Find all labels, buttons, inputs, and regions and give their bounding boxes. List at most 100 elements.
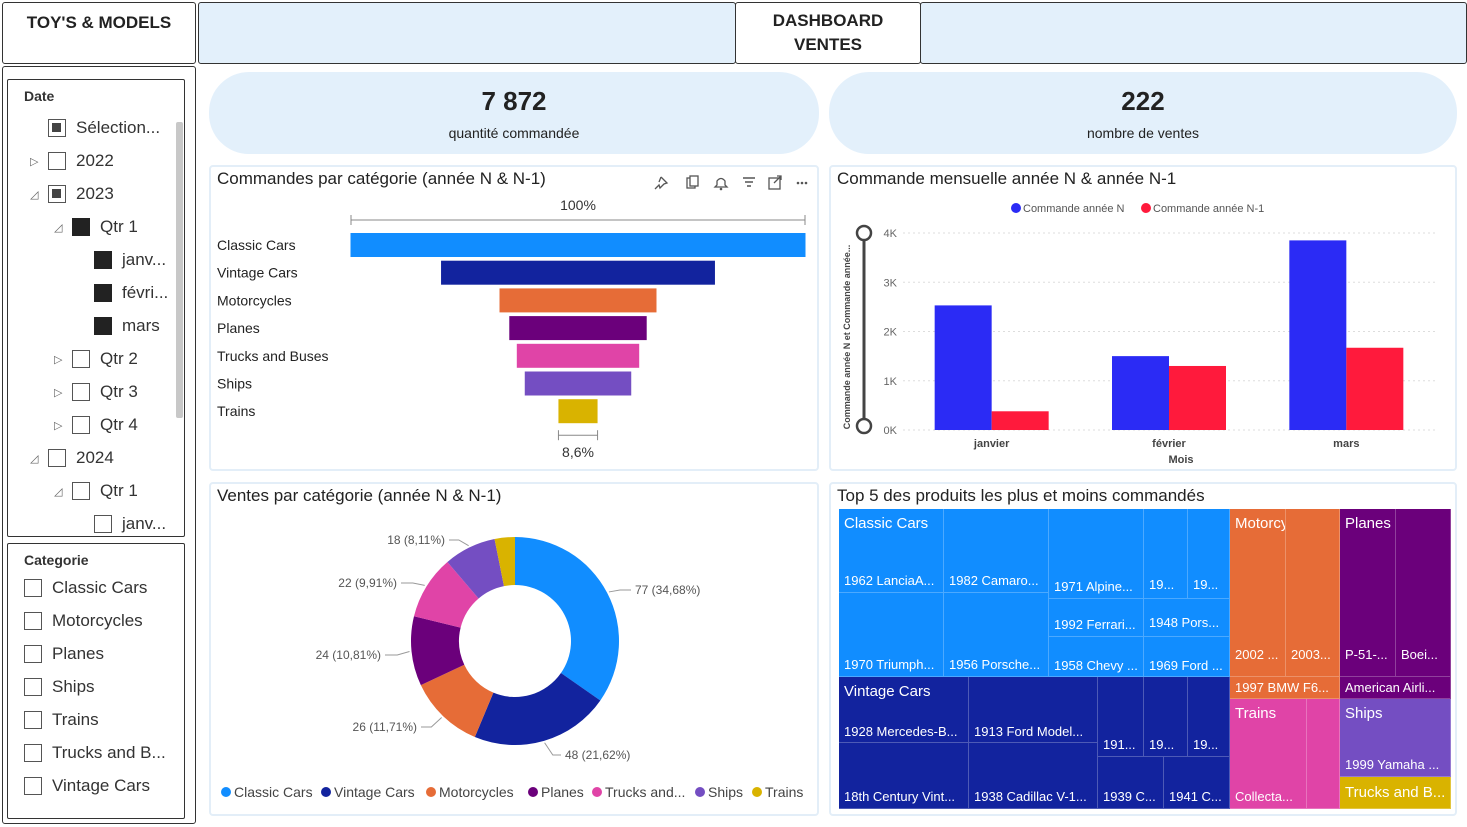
funnel-bar[interactable]: [499, 288, 657, 313]
expand-toggle-icon[interactable]: ▷: [54, 387, 63, 399]
monthly-bar[interactable]: [991, 411, 1049, 430]
donut-slice[interactable]: [420, 664, 494, 737]
date-slicer-item[interactable]: Qtr 1: [72, 217, 138, 237]
date-slicer-item[interactable]: janv...: [94, 250, 166, 270]
treemap-cell[interactable]: 18th Century Vint...: [839, 743, 969, 809]
treemap-cell[interactable]: Motorcycles 2002 ...: [1230, 509, 1286, 677]
expand-toggle-icon[interactable]: ◿: [30, 189, 39, 201]
checkbox[interactable]: [48, 152, 66, 170]
treemap-cell[interactable]: Planes P-51-...: [1340, 509, 1396, 677]
treemap-cell[interactable]: 1941 C...: [1164, 757, 1230, 809]
legend-label[interactable]: Trains: [765, 784, 803, 800]
expand-toggle-icon[interactable]: ▷: [54, 354, 63, 366]
monthly-chart[interactable]: Commande année N Commande année N-1 0K 1K 2K…: [831, 167, 1455, 469]
treemap-cell[interactable]: 1971 Alpine...: [1049, 509, 1144, 599]
treemap-cell[interactable]: 19...: [1188, 509, 1230, 599]
checkbox[interactable]: [94, 317, 112, 335]
treemap-cell[interactable]: 1982 Camaro...: [944, 509, 1049, 593]
treemap-cell[interactable]: Boei...: [1396, 509, 1451, 677]
category-slicer-item[interactable]: Classic Cars: [24, 578, 147, 598]
monthly-bar[interactable]: [1169, 365, 1226, 430]
treemap-cell[interactable]: [1307, 699, 1340, 809]
date-slicer-scrollbar[interactable]: [176, 122, 183, 418]
funnel-bar[interactable]: [516, 343, 640, 368]
category-slicer-item[interactable]: Trucks and B...: [24, 743, 166, 763]
expand-toggle-icon[interactable]: ◿: [54, 222, 63, 234]
donut-panel[interactable]: Ventes par catégorie (année N & N-1) 77 …: [209, 482, 819, 816]
treemap-cell[interactable]: Trucks and B...: [1340, 777, 1451, 809]
treemap-cell[interactable]: Ships 1999 Yamaha ...: [1340, 699, 1451, 777]
checkbox[interactable]: [48, 449, 66, 467]
checkbox[interactable]: [24, 711, 42, 729]
treemap-cell[interactable]: 1956 Porsche...: [944, 593, 1049, 677]
treemap-cell[interactable]: 19...: [1144, 677, 1188, 757]
treemap-cell[interactable]: 1970 Triumph...: [839, 593, 944, 677]
treemap-cell[interactable]: 1948 Pors...: [1144, 599, 1230, 637]
legend-label[interactable]: Commande année N-1: [1153, 203, 1264, 215]
date-slicer-item[interactable]: Qtr 1: [72, 481, 138, 501]
checkbox[interactable]: [48, 185, 66, 203]
legend-label[interactable]: Planes: [541, 784, 584, 800]
treemap-cell[interactable]: 1913 Ford Model...: [969, 677, 1098, 743]
treemap-cell[interactable]: 1958 Chevy ...: [1049, 637, 1144, 677]
date-slicer-item[interactable]: Sélection...: [48, 118, 160, 138]
treemap-chart[interactable]: Classic Cars 1962 LanciaA... 1982 Camaro.…: [839, 509, 1451, 809]
funnel-bar[interactable]: [509, 316, 647, 341]
category-slicer-item[interactable]: Vintage Cars: [24, 776, 150, 796]
expand-toggle-icon[interactable]: ▷: [54, 420, 63, 432]
treemap-cell[interactable]: 191...: [1098, 677, 1144, 757]
legend-label[interactable]: Ships: [708, 784, 743, 800]
treemap-cell[interactable]: 19...: [1188, 677, 1230, 757]
date-slicer-item[interactable]: Qtr 4: [72, 415, 138, 435]
date-slicer-item[interactable]: 2023: [48, 184, 114, 204]
more-options-icon[interactable]: [796, 181, 808, 185]
expand-toggle-icon[interactable]: ◿: [30, 453, 39, 465]
checkbox[interactable]: [24, 744, 42, 762]
pin-icon[interactable]: [654, 176, 669, 190]
legend-label[interactable]: Commande année N: [1023, 203, 1125, 215]
monthly-panel[interactable]: Commande mensuelle année N & année N-1 C…: [829, 165, 1457, 471]
treemap-cell[interactable]: Vintage Cars 1928 Mercedes-B...: [839, 677, 969, 743]
checkbox[interactable]: [94, 284, 112, 302]
expand-toggle-icon[interactable]: ▷: [30, 156, 39, 168]
date-slicer-item[interactable]: 2024: [48, 448, 114, 468]
legend-label[interactable]: Vintage Cars: [334, 784, 415, 800]
treemap-cell[interactable]: 19...: [1144, 509, 1188, 599]
treemap-cell[interactable]: American Airli...: [1340, 677, 1451, 699]
checkbox[interactable]: [72, 350, 90, 368]
checkbox[interactable]: [72, 482, 90, 500]
monthly-bar[interactable]: [1112, 356, 1169, 430]
checkbox[interactable]: [24, 777, 42, 795]
expand-toggle-icon[interactable]: ◿: [54, 486, 63, 498]
monthly-bar[interactable]: [934, 305, 992, 430]
treemap-cell[interactable]: 1969 Ford ...: [1144, 637, 1230, 677]
checkbox[interactable]: [72, 218, 90, 236]
checkbox[interactable]: [48, 119, 66, 137]
treemap-cell[interactable]: Classic Cars 1962 LanciaA...: [839, 509, 944, 593]
donut-slice[interactable]: [413, 561, 479, 628]
donut-slice[interactable]: [411, 616, 465, 686]
date-slicer-item[interactable]: janv...: [94, 514, 166, 534]
donut-slice[interactable]: [494, 537, 515, 587]
treemap-cell[interactable]: 1992 Ferrari...: [1049, 599, 1144, 637]
checkbox[interactable]: [94, 251, 112, 269]
legend-label[interactable]: Trucks and...: [605, 784, 685, 800]
treemap-cell[interactable]: Trains Collecta...: [1230, 699, 1307, 809]
copy-icon[interactable]: [686, 175, 699, 189]
checkbox[interactable]: [72, 416, 90, 434]
checkbox[interactable]: [24, 612, 42, 630]
bell-icon[interactable]: [713, 177, 729, 191]
treemap-cell[interactable]: 1939 C...: [1098, 757, 1164, 809]
date-slicer-item[interactable]: 2022: [48, 151, 114, 171]
date-slicer-item[interactable]: mars: [94, 316, 160, 336]
funnel-bar[interactable]: [441, 260, 715, 285]
funnel-bar[interactable]: [524, 371, 632, 396]
funnel-chart[interactable]: 100% Classic Cars Vintage Cars Motorcycles P…: [211, 167, 817, 469]
funnel-panel[interactable]: Commandes par catégorie (année N & N-1) …: [209, 165, 819, 471]
category-slicer-item[interactable]: Ships: [24, 677, 95, 697]
treemap-cell[interactable]: 1997 BMW F6...: [1230, 677, 1340, 699]
treemap-panel[interactable]: Top 5 des produits les plus et moins com…: [829, 482, 1457, 816]
treemap-cell[interactable]: 2003...: [1286, 509, 1340, 677]
donut-slice[interactable]: [474, 673, 601, 745]
date-slicer-item[interactable]: févri...: [94, 283, 168, 303]
